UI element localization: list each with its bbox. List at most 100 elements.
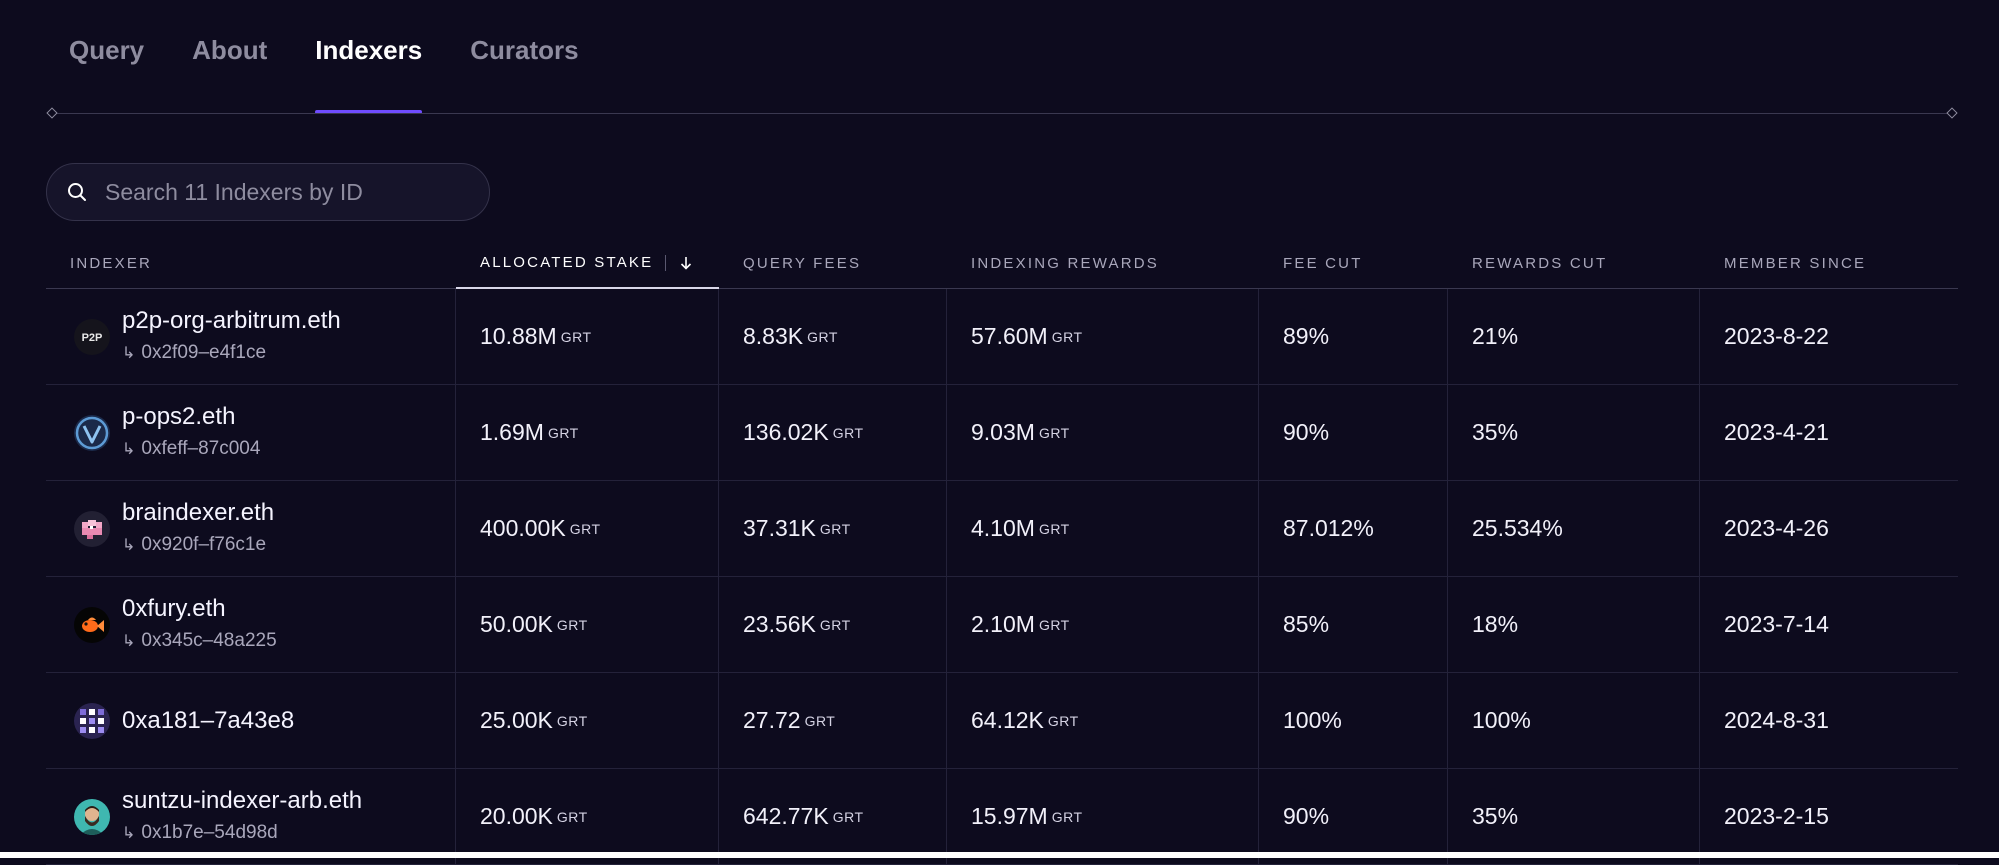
unit-label: GRT <box>1038 616 1070 633</box>
indexing-rewards-cell: 2.10M GRT <box>947 577 1259 672</box>
table-row[interactable]: braindexer.eth ↳ 0x920f–f76c1e 400.00K GRT… <box>46 481 1958 577</box>
indexer-address-value: 0x1b7e–54d98d <box>141 822 278 843</box>
header-query-fees-label: QUERY FEES <box>743 254 862 272</box>
indexer-name[interactable]: p2p-org-arbitrum.eth <box>122 307 341 334</box>
unit-label: GRT <box>804 712 836 729</box>
pixel-identicon-icon <box>74 702 110 739</box>
indexer-name[interactable]: p-ops2.eth <box>122 403 236 430</box>
unit-label: GRT <box>832 424 864 441</box>
header-indexing-rewards-label: INDEXING REWARDS <box>971 254 1159 272</box>
fee-cut-value: 90% <box>1283 419 1330 445</box>
member-since-cell: 2023-7-14 <box>1700 577 1958 672</box>
table-row[interactable]: P2P p2p-org-arbitrum.eth ↳ 0x2f09–e4f1ce … <box>46 289 1958 385</box>
member-since-value: 2023-2-15 <box>1724 803 1829 829</box>
header-member-since[interactable]: MEMBER SINCE <box>1700 238 1958 288</box>
return-arrow-icon: ↳ <box>122 633 136 650</box>
header-allocated-stake[interactable]: ALLOCATED STAKE <box>456 238 719 289</box>
return-arrow-icon: ↳ <box>122 441 136 458</box>
fee-cut-value: 87.012% <box>1283 515 1374 541</box>
rewards-cut-value: 35% <box>1472 803 1519 829</box>
fee-cut-value: 85% <box>1283 611 1330 637</box>
allocated-stake-cell: 25.00K GRT <box>456 673 719 768</box>
fee-cut-cell: 100% <box>1259 673 1448 768</box>
indexing-rewards-cell: 57.60M GRT <box>947 289 1259 384</box>
sort-down-arrow-icon[interactable] <box>678 255 694 271</box>
header-indexer[interactable]: INDEXER <box>46 238 456 288</box>
indexer-name[interactable]: suntzu-indexer-arb.eth <box>122 787 363 814</box>
allocated-stake-cell: 400.00K GRT <box>456 481 719 576</box>
allocated-stake-value: 1.69M <box>480 419 544 445</box>
unit-label: GRT <box>1038 424 1070 441</box>
indexing-rewards-value: 2.10M <box>971 611 1035 637</box>
table-row[interactable]: 0xa181–7a43e8 25.00K GRT 27.72 GRT 64.12K G… <box>46 673 1958 769</box>
indexing-rewards-value: 15.97M <box>971 803 1048 829</box>
indexer-address: ↳ 0xfeff–87c004 <box>122 436 260 463</box>
rewards-cut-value: 100% <box>1472 707 1531 733</box>
member-since-cell: 2024-8-31 <box>1700 673 1958 768</box>
rewards-cut-value: 35% <box>1472 419 1519 445</box>
return-arrow-icon: ↳ <box>122 825 136 842</box>
tab-about[interactable]: About <box>192 34 268 65</box>
unit-label: GRT <box>807 328 838 345</box>
unit-label: GRT <box>547 424 579 441</box>
table-row[interactable]: 0xfury.eth ↳ 0x345c–48a225 50.00K GRT 23.5… <box>46 577 1958 673</box>
indexer-name[interactable]: 0xa181–7a43e8 <box>122 706 295 734</box>
indexing-rewards-value: 9.03M <box>971 419 1035 445</box>
unit-label: GRT <box>556 616 588 633</box>
fee-cut-value: 90% <box>1283 803 1330 829</box>
header-member-since-label: MEMBER SINCE <box>1724 254 1867 272</box>
member-since-cell: 2023-2-15 <box>1700 769 1958 864</box>
allocated-stake-cell: 20.00K GRT <box>456 769 719 864</box>
brain-logo-icon <box>74 510 110 547</box>
indexer-cell: P2P p2p-org-arbitrum.eth ↳ 0x2f09–e4f1ce <box>46 289 456 384</box>
allocated-stake-value: 10.88M <box>480 323 557 349</box>
tab-query[interactable]: Query <box>69 34 145 65</box>
rewards-cut-value: 18% <box>1472 611 1519 637</box>
indexing-rewards-value: 64.12K <box>971 707 1044 733</box>
member-since-value: 2024-8-31 <box>1724 707 1829 733</box>
allocated-stake-cell: 50.00K GRT <box>456 577 719 672</box>
unit-label: GRT <box>1038 520 1070 537</box>
member-since-cell: 2023-4-26 <box>1700 481 1958 576</box>
query-fees-value: 642.77K <box>743 803 829 829</box>
indexer-name[interactable]: 0xfury.eth <box>122 595 226 622</box>
indexer-cell: 0xfury.eth ↳ 0x345c–48a225 <box>46 577 456 672</box>
unit-label: GRT <box>556 712 588 729</box>
tab-indexers[interactable]: Indexers <box>315 0 422 114</box>
return-arrow-icon: ↳ <box>122 537 136 554</box>
return-arrow-icon: ↳ <box>122 345 136 362</box>
indexer-address-value: 0x2f09–e4f1ce <box>141 342 267 363</box>
indexer-address-value: 0xfeff–87c004 <box>141 438 261 459</box>
tab-curators[interactable]: Curators <box>470 34 579 65</box>
unit-label: GRT <box>1047 712 1079 729</box>
search-box[interactable] <box>46 163 490 221</box>
v-check-logo-icon <box>74 414 110 451</box>
fee-cut-cell: 89% <box>1259 289 1448 384</box>
query-fees-value: 136.02K <box>743 419 829 445</box>
bottom-edge <box>0 852 1999 858</box>
indexer-cell: braindexer.eth ↳ 0x920f–f76c1e <box>46 481 456 576</box>
header-fee-cut[interactable]: FEE CUT <box>1259 238 1448 288</box>
header-rewards-cut[interactable]: REWARDS CUT <box>1448 238 1700 288</box>
indexer-cell: suntzu-indexer-arb.eth ↳ 0x1b7e–54d98d <box>46 769 456 864</box>
query-fees-cell: 27.72 GRT <box>719 673 947 768</box>
rewards-cut-cell: 35% <box>1448 769 1700 864</box>
table-row[interactable]: suntzu-indexer-arb.eth ↳ 0x1b7e–54d98d 20… <box>46 769 1958 865</box>
rewards-cut-cell: 100% <box>1448 673 1700 768</box>
search-icon <box>68 183 86 201</box>
indexing-rewards-value: 4.10M <box>971 515 1035 541</box>
search-input[interactable] <box>103 177 477 207</box>
header-rewards-cut-label: REWARDS CUT <box>1472 254 1608 272</box>
unit-label: GRT <box>569 520 601 537</box>
header-query-fees[interactable]: QUERY FEES <box>719 238 947 288</box>
header-indexing-rewards[interactable]: INDEXING REWARDS <box>947 238 1259 288</box>
divider-right-diamond-icon <box>1946 107 1958 119</box>
query-fees-value: 37.31K <box>743 515 816 541</box>
fee-cut-value: 89% <box>1283 323 1330 349</box>
rewards-cut-value: 25.534% <box>1472 515 1563 541</box>
fee-cut-cell: 87.012% <box>1259 481 1448 576</box>
indexer-name[interactable]: braindexer.eth <box>122 499 275 526</box>
unit-label: GRT <box>560 328 592 345</box>
allocated-stake-value: 20.00K <box>480 803 553 829</box>
table-row[interactable]: p-ops2.eth ↳ 0xfeff–87c004 1.69M GRT 136.0… <box>46 385 1958 481</box>
